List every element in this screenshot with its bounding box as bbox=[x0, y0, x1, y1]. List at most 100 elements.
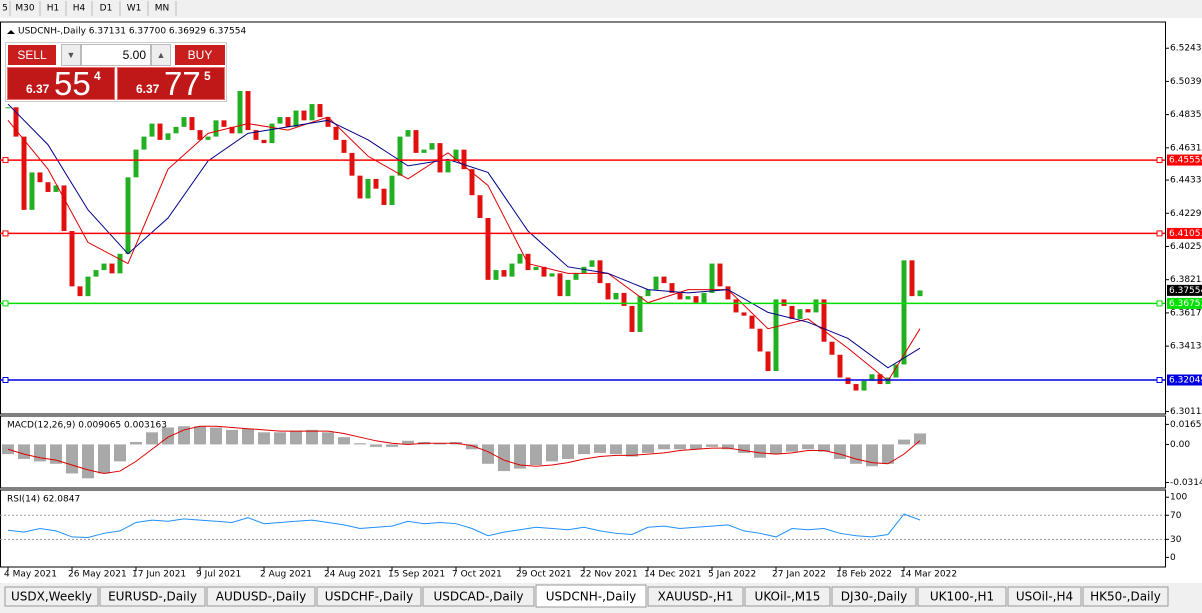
candle bbox=[317, 104, 323, 118]
buy-quote[interactable]: 6.37 77 5 bbox=[117, 65, 225, 102]
x-tick-label: 7 Oct 2021 bbox=[452, 570, 502, 580]
level-handle[interactable] bbox=[1156, 157, 1163, 164]
level-label-bg bbox=[1167, 374, 1202, 386]
level-handle[interactable] bbox=[1156, 230, 1163, 237]
y-tick-label: 6.44330 bbox=[1170, 176, 1202, 186]
level-handle[interactable] bbox=[1156, 376, 1163, 383]
candle bbox=[469, 169, 475, 196]
candle bbox=[797, 309, 803, 319]
timeframe-button[interactable]: 5 bbox=[2, 4, 8, 14]
tab-label[interactable]: HK50-,Daily bbox=[1090, 590, 1161, 604]
x-tick-label: 29 Oct 2021 bbox=[516, 570, 572, 580]
candle bbox=[621, 292, 627, 306]
tab-label[interactable]: AUDUSD-,Daily bbox=[216, 590, 306, 604]
lot-up[interactable]: ▲ bbox=[151, 44, 171, 66]
tab-label[interactable]: UKOil-,M15 bbox=[755, 590, 821, 604]
tab-label[interactable]: DJ30-,Daily bbox=[841, 590, 908, 604]
tab[interactable] bbox=[647, 586, 744, 607]
level-handle[interactable] bbox=[2, 376, 9, 383]
candle bbox=[141, 136, 147, 150]
lot-down[interactable]: ▼ bbox=[61, 44, 81, 66]
y-tick-label: 30 bbox=[1170, 535, 1182, 545]
timeframe-button[interactable]: H1 bbox=[47, 4, 60, 14]
candle bbox=[389, 175, 395, 205]
macd-bar bbox=[370, 444, 382, 447]
tab-label[interactable]: EURUSD-,Daily bbox=[108, 590, 197, 604]
y-tick-label: 6.46310 bbox=[1170, 143, 1202, 153]
tab-label[interactable]: USDCAD-,Daily bbox=[434, 590, 524, 604]
candle bbox=[565, 279, 571, 297]
y-tick-label: 6.42290 bbox=[1170, 209, 1202, 219]
level-label-bg bbox=[1167, 227, 1202, 239]
tab[interactable] bbox=[316, 586, 422, 607]
tab[interactable] bbox=[917, 586, 1007, 607]
candle bbox=[501, 270, 507, 277]
macd-bar bbox=[690, 444, 702, 450]
timeframe-button[interactable]: H4 bbox=[73, 4, 86, 14]
macd-bar bbox=[66, 444, 78, 474]
y-tick-label: 6.30110 bbox=[1170, 407, 1202, 417]
candle bbox=[789, 305, 795, 319]
tab-label[interactable]: USOil-,H4 bbox=[1016, 590, 1073, 604]
level-handle[interactable] bbox=[2, 300, 9, 307]
candle bbox=[645, 289, 651, 297]
panel-border bbox=[0, 489, 1166, 568]
macd-bar bbox=[466, 444, 478, 450]
timeframe-button[interactable]: M30 bbox=[15, 4, 34, 14]
candle bbox=[741, 312, 747, 316]
macd-bar bbox=[722, 444, 734, 450]
timeframe-button[interactable]: W1 bbox=[127, 4, 142, 14]
candle bbox=[749, 315, 755, 329]
tab-label[interactable]: XAUUSD-,H1 bbox=[658, 590, 734, 604]
macd-bar bbox=[226, 429, 238, 445]
tab-label[interactable]: USDCNH-,Daily bbox=[546, 590, 637, 604]
tab[interactable] bbox=[4, 586, 99, 607]
candle bbox=[325, 117, 331, 127]
candle bbox=[373, 178, 379, 189]
rsi-line bbox=[7, 513, 921, 539]
y-tick-label: 0 bbox=[1170, 553, 1176, 563]
tab[interactable] bbox=[206, 586, 316, 607]
candle bbox=[685, 296, 691, 300]
macd-bar bbox=[658, 444, 670, 450]
candle bbox=[653, 276, 659, 290]
tab[interactable] bbox=[422, 586, 535, 607]
level-handle[interactable] bbox=[1156, 300, 1163, 307]
candle bbox=[813, 299, 819, 313]
candle bbox=[581, 266, 587, 274]
macd-signal bbox=[7, 425, 921, 474]
tab-label[interactable]: USDX,Weekly bbox=[11, 590, 92, 604]
macd-bar bbox=[290, 431, 302, 445]
tab[interactable] bbox=[99, 586, 206, 607]
sell-quote[interactable]: 6.37 55 4 bbox=[7, 65, 115, 102]
candle bbox=[157, 123, 163, 140]
timeframe-button[interactable]: MN bbox=[155, 4, 170, 14]
level-handle[interactable] bbox=[2, 230, 9, 237]
candle bbox=[29, 172, 35, 210]
x-tick-label: 4 May 2021 bbox=[4, 570, 57, 580]
tab[interactable] bbox=[1082, 586, 1169, 607]
candle bbox=[525, 253, 531, 271]
macd-bar bbox=[18, 444, 30, 459]
panel-title: MACD(12,26,9) 0.009065 0.003163 bbox=[7, 421, 167, 431]
candle bbox=[533, 266, 539, 271]
candle bbox=[725, 286, 731, 300]
candle bbox=[45, 182, 51, 192]
lot-input[interactable]: 5.00 bbox=[81, 44, 151, 66]
sell-button[interactable]: SELL bbox=[7, 44, 57, 66]
level-handle[interactable] bbox=[2, 157, 9, 164]
moving-average bbox=[7, 116, 921, 382]
tab[interactable] bbox=[831, 586, 917, 607]
tab[interactable] bbox=[744, 586, 831, 607]
candle bbox=[357, 175, 363, 199]
candle bbox=[69, 231, 75, 287]
tab[interactable] bbox=[1007, 586, 1082, 607]
timeframe-button[interactable]: D1 bbox=[100, 4, 113, 14]
tab-label[interactable]: UK100-,H1 bbox=[930, 590, 994, 604]
candle bbox=[837, 354, 843, 378]
active-tab[interactable] bbox=[535, 584, 647, 608]
tab-label[interactable]: USDCHF-,Daily bbox=[325, 590, 413, 604]
candle bbox=[701, 292, 707, 303]
buy-button[interactable]: BUY bbox=[174, 44, 226, 66]
